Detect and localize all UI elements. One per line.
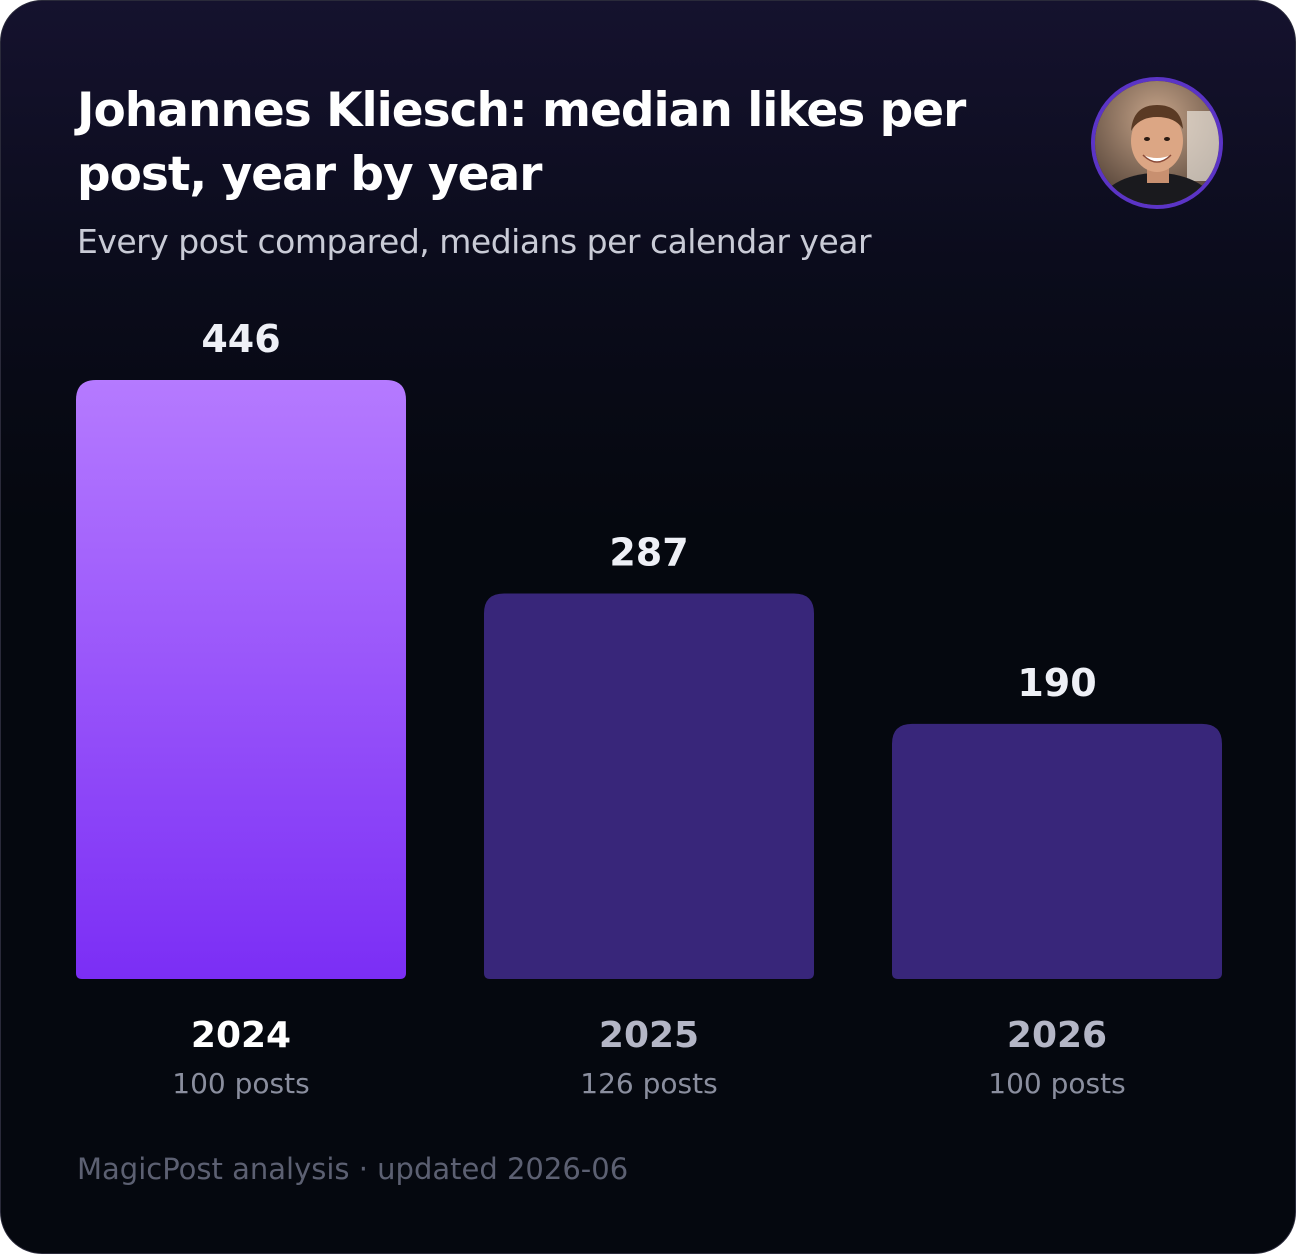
post-count-label-2026: 100 posts [988,1067,1125,1100]
footer-note: MagicPost analysis · updated 2026-06 [77,1152,629,1186]
bar-2026 [892,723,1222,979]
value-label-2026: 190 [1017,661,1096,705]
person-portrait-icon [1095,81,1219,205]
category-label-2026: 2026 [1007,1015,1107,1056]
avatar [1091,77,1223,209]
post-count-label-2025: 126 posts [580,1067,717,1100]
bar-2024 [76,380,406,979]
bar-chart: 446 2024 100 posts 287 2025 126 posts 190 2026 1… [76,317,1222,1100]
chart-title: Johannes Kliesch: median likes per post,… [77,83,966,202]
chart-subtitle: Every post compared, medians per calenda… [77,222,872,261]
category-label-2024: 2024 [191,1015,291,1056]
category-label-2025: 2025 [599,1015,699,1056]
value-label-2025: 287 [609,531,688,575]
post-count-label-2024: 100 posts [172,1067,309,1100]
bar-2025 [484,593,814,979]
value-label-2024: 446 [201,317,280,361]
